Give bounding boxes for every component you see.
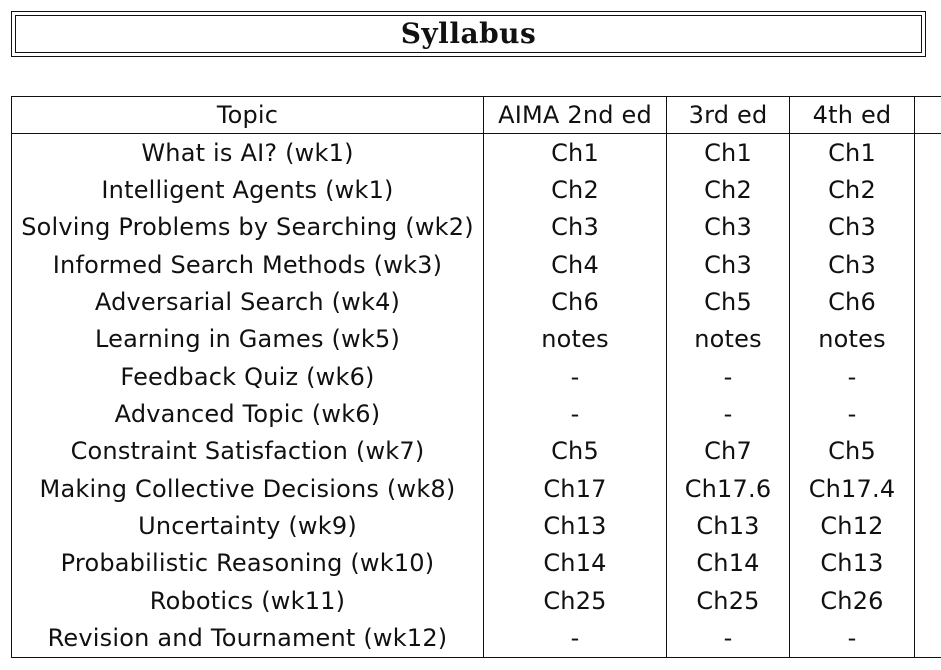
3rd-ed-cell: Ch3 xyxy=(666,208,790,247)
blank-cell xyxy=(914,470,941,508)
aima-2nd-ed-cell: Ch17 xyxy=(483,470,667,508)
table-body: What is AI? (wk1) Ch1 Ch1 Ch1 Intelligen… xyxy=(11,133,941,658)
syllabus-table: Topic AIMA 2nd ed 3rd ed 4th ed What is … xyxy=(11,96,941,658)
4th-ed-cell: Ch13 xyxy=(789,544,915,583)
header-aima-2nd-ed: AIMA 2nd ed xyxy=(483,96,667,134)
table-row: Informed Search Methods (wk3) Ch4 Ch3 Ch… xyxy=(11,246,941,284)
blank-cell xyxy=(914,432,941,471)
3rd-ed-cell: Ch14 xyxy=(666,544,790,583)
3rd-ed-cell: - xyxy=(666,358,790,396)
aima-2nd-ed-cell: Ch25 xyxy=(483,582,667,620)
3rd-ed-cell: Ch7 xyxy=(666,432,790,471)
table-row: Making Collective Decisions (wk8) Ch17 C… xyxy=(11,470,941,508)
blank-cell xyxy=(914,171,941,209)
blank-cell xyxy=(914,619,941,658)
aima-2nd-ed-cell: Ch13 xyxy=(483,507,667,545)
blank-cell xyxy=(914,133,941,172)
header-row: Topic AIMA 2nd ed 3rd ed 4th ed xyxy=(11,96,941,134)
header-blank xyxy=(914,96,941,134)
aima-2nd-ed-cell: - xyxy=(483,358,667,396)
blank-cell xyxy=(914,544,941,583)
topic-cell: Feedback Quiz (wk6) xyxy=(11,358,484,396)
blank-cell xyxy=(914,208,941,247)
blank-cell xyxy=(914,395,941,433)
aima-2nd-ed-cell: Ch14 xyxy=(483,544,667,583)
table-row: Robotics (wk11) Ch25 Ch25 Ch26 xyxy=(11,582,941,620)
4th-ed-cell: Ch6 xyxy=(789,283,915,321)
table-row: Probabilistic Reasoning (wk10) Ch14 Ch14… xyxy=(11,544,941,583)
topic-cell: Solving Problems by Searching (wk2) xyxy=(11,208,484,247)
4th-ed-cell: - xyxy=(789,395,915,433)
topic-cell: Making Collective Decisions (wk8) xyxy=(11,470,484,508)
table-row: Solving Problems by Searching (wk2) Ch3 … xyxy=(11,208,941,247)
blank-cell xyxy=(914,283,941,321)
table-row: Advanced Topic (wk6) - - - xyxy=(11,395,941,433)
topic-cell: Intelligent Agents (wk1) xyxy=(11,171,484,209)
3rd-ed-cell: - xyxy=(666,619,790,658)
header-4th-ed: 4th ed xyxy=(789,96,915,134)
aima-2nd-ed-cell: notes xyxy=(483,320,667,359)
blank-cell xyxy=(914,320,941,359)
topic-cell: Adversarial Search (wk4) xyxy=(11,283,484,321)
title-frame: Syllabus xyxy=(11,11,926,57)
4th-ed-cell: Ch2 xyxy=(789,171,915,209)
4th-ed-cell: Ch3 xyxy=(789,208,915,247)
3rd-ed-cell: Ch25 xyxy=(666,582,790,620)
aima-2nd-ed-cell: Ch3 xyxy=(483,208,667,247)
topic-cell: What is AI? (wk1) xyxy=(11,133,484,172)
table-row: Uncertainty (wk9) Ch13 Ch13 Ch12 xyxy=(11,507,941,545)
topic-cell: Advanced Topic (wk6) xyxy=(11,395,484,433)
3rd-ed-cell: Ch17.6 xyxy=(666,470,790,508)
table-row: Learning in Games (wk5) notes notes note… xyxy=(11,320,941,359)
topic-cell: Learning in Games (wk5) xyxy=(11,320,484,359)
aima-2nd-ed-cell: Ch4 xyxy=(483,246,667,284)
3rd-ed-cell: Ch13 xyxy=(666,507,790,545)
4th-ed-cell: Ch12 xyxy=(789,507,915,545)
topic-cell: Constraint Satisfaction (wk7) xyxy=(11,432,484,471)
aima-2nd-ed-cell: Ch5 xyxy=(483,432,667,471)
3rd-ed-cell: Ch5 xyxy=(666,283,790,321)
blank-cell xyxy=(914,358,941,396)
topic-cell: Informed Search Methods (wk3) xyxy=(11,246,484,284)
4th-ed-cell: - xyxy=(789,619,915,658)
table-row: Revision and Tournament (wk12) - - - xyxy=(11,619,941,658)
table-row: What is AI? (wk1) Ch1 Ch1 Ch1 xyxy=(11,133,941,172)
topic-cell: Probabilistic Reasoning (wk10) xyxy=(11,544,484,583)
table-row: Constraint Satisfaction (wk7) Ch5 Ch7 Ch… xyxy=(11,432,941,471)
title-inner-frame: Syllabus xyxy=(15,15,922,53)
4th-ed-cell: Ch1 xyxy=(789,133,915,172)
topic-cell: Revision and Tournament (wk12) xyxy=(11,619,484,658)
aima-2nd-ed-cell: Ch1 xyxy=(483,133,667,172)
table-row: Intelligent Agents (wk1) Ch2 Ch2 Ch2 xyxy=(11,171,941,209)
4th-ed-cell: Ch3 xyxy=(789,246,915,284)
blank-cell xyxy=(914,246,941,284)
header-3rd-ed: 3rd ed xyxy=(666,96,790,134)
4th-ed-cell: Ch17.4 xyxy=(789,470,915,508)
4th-ed-cell: Ch26 xyxy=(789,582,915,620)
4th-ed-cell: - xyxy=(789,358,915,396)
3rd-ed-cell: Ch2 xyxy=(666,171,790,209)
3rd-ed-cell: - xyxy=(666,395,790,433)
table-row: Adversarial Search (wk4) Ch6 Ch5 Ch6 xyxy=(11,283,941,321)
table-header: Topic AIMA 2nd ed 3rd ed 4th ed xyxy=(11,96,941,134)
blank-cell xyxy=(914,507,941,545)
topic-cell: Robotics (wk11) xyxy=(11,582,484,620)
3rd-ed-cell: notes xyxy=(666,320,790,359)
topic-cell: Uncertainty (wk9) xyxy=(11,507,484,545)
4th-ed-cell: Ch5 xyxy=(789,432,915,471)
3rd-ed-cell: Ch3 xyxy=(666,246,790,284)
4th-ed-cell: notes xyxy=(789,320,915,359)
aima-2nd-ed-cell: - xyxy=(483,395,667,433)
table-row: Feedback Quiz (wk6) - - - xyxy=(11,358,941,396)
aima-2nd-ed-cell: - xyxy=(483,619,667,658)
aima-2nd-ed-cell: Ch2 xyxy=(483,171,667,209)
aima-2nd-ed-cell: Ch6 xyxy=(483,283,667,321)
blank-cell xyxy=(914,582,941,620)
page-title: Syllabus xyxy=(400,17,537,50)
3rd-ed-cell: Ch1 xyxy=(666,133,790,172)
header-topic: Topic xyxy=(11,96,484,134)
